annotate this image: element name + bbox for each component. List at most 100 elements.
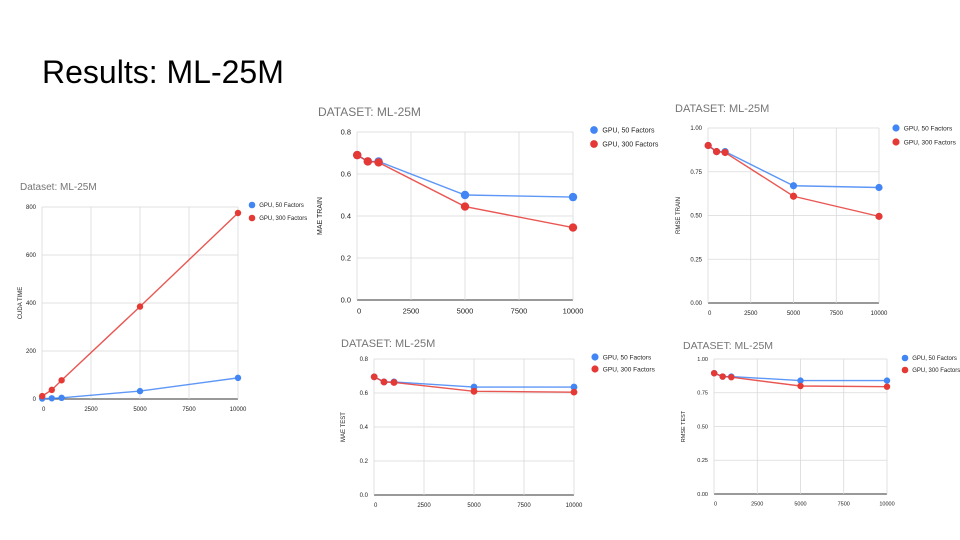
- data-point: [48, 386, 55, 394]
- x-tick-label: 7500: [830, 311, 844, 317]
- x-tick-label: 0: [374, 503, 378, 509]
- x-tick-label: 10000: [566, 503, 583, 509]
- legend-marker: [892, 138, 900, 146]
- y-tick-label: 0.2: [341, 254, 351, 263]
- slide-title: Results: ML-25M: [42, 54, 284, 90]
- data-point: [48, 395, 55, 402]
- y-axis-title: MAE TEST: [341, 412, 347, 442]
- data-point: [568, 192, 578, 202]
- x-tick-label: 5000: [467, 503, 481, 509]
- legend-label: GPU, 300 Factors: [912, 368, 960, 374]
- y-tick-label: 0.25: [690, 257, 702, 263]
- chart-title: DATASET: ML-25M: [675, 103, 769, 115]
- data-point: [704, 141, 712, 150]
- x-tick-label: 2500: [751, 502, 763, 508]
- x-tick-label: 10000: [871, 311, 888, 317]
- x-tick-label: 2500: [744, 311, 758, 317]
- legend-marker: [248, 201, 256, 209]
- chart-panel-cuda-time: Dataset: ML-25M 0 200 400 600 800 0 2500 5000 750…: [0, 170, 310, 430]
- x-tick-label: 5000: [794, 502, 806, 508]
- y-tick-label: 0.25: [697, 458, 708, 464]
- x-tick-label: 7500: [838, 502, 850, 508]
- legend-marker: [591, 353, 599, 361]
- y-axis-title: CUDA TIME: [18, 287, 24, 320]
- x-tick-label: 10000: [879, 502, 894, 508]
- chart-cuda-time: Dataset: ML-25M 0 200 400 600 800 0 2500 5000 750…: [18, 182, 307, 413]
- y-tick-label: 0.4: [360, 425, 369, 431]
- chart-panel-mae-train: DATASET: ML-25M 0.0 0.2 0.4 0.6 0.8 0 2500 5000 7…: [300, 95, 680, 330]
- legend-marker: [590, 126, 598, 134]
- chart-title: DATASET: ML-25M: [318, 105, 421, 119]
- chart-title: DATASET: ML-25M: [341, 338, 435, 350]
- data-point: [712, 148, 721, 156]
- data-point: [58, 394, 65, 401]
- chart-title: Dataset: ML-25M: [20, 182, 97, 193]
- legend-marker: [591, 365, 599, 373]
- y-tick-label: 0.00: [690, 301, 702, 307]
- x-tick-label: 2500: [84, 407, 98, 413]
- y-tick-label: 0.00: [697, 492, 708, 498]
- y-tick-label: 0.8: [341, 128, 351, 137]
- x-tick-label: 5000: [787, 311, 801, 317]
- legend-label: GPU, 50 Factors: [904, 125, 953, 132]
- data-point: [390, 379, 398, 386]
- x-tick-label: 5000: [457, 307, 474, 316]
- y-tick-label: 0.75: [690, 170, 702, 176]
- y-tick-label: 0.6: [341, 170, 351, 179]
- data-point: [719, 373, 726, 380]
- y-tick-label: 0.4: [341, 212, 351, 221]
- legend-marker: [901, 354, 909, 362]
- legend-label: GPU, 300 Factors: [602, 141, 659, 148]
- data-point: [380, 378, 388, 386]
- y-axis-title: RMSE TRAIN: [676, 197, 682, 234]
- data-point: [363, 157, 372, 166]
- x-tick-label: 7500: [511, 307, 528, 316]
- data-point: [568, 223, 578, 232]
- x-tick-label: 7500: [517, 503, 531, 509]
- y-tick-label: 0.0: [360, 493, 369, 499]
- data-point: [460, 190, 470, 200]
- data-point: [470, 387, 478, 395]
- y-tick-label: 800: [26, 205, 37, 211]
- x-tick-label: 10000: [563, 307, 584, 316]
- legend-label: GPU, 50 Factors: [912, 356, 957, 362]
- data-point: [728, 374, 735, 381]
- x-tick-label: 10000: [230, 407, 247, 413]
- data-point: [38, 392, 46, 400]
- x-tick-label: 7500: [182, 407, 196, 413]
- data-point: [234, 374, 242, 382]
- y-tick-label: 0.0: [341, 296, 351, 305]
- data-point: [710, 369, 718, 377]
- x-tick-label: 0: [42, 407, 46, 413]
- y-tick-label: 0.75: [697, 391, 708, 397]
- chart-rmse-train: DATASET: ML-25M 0.00 0.25 0.50 0.75 1.00 0 2500…: [675, 103, 957, 317]
- data-point: [570, 383, 578, 391]
- y-tick-label: 0: [33, 397, 37, 403]
- data-point: [797, 377, 804, 384]
- legend-label: GPU, 50 Factors: [602, 127, 655, 134]
- data-point: [353, 150, 362, 160]
- data-point: [136, 303, 144, 310]
- data-point: [721, 148, 729, 157]
- data-point: [570, 388, 578, 396]
- chart-panel-rmse-test: DATASET: ML-25M 0.00 0.25 0.50 0.75 1.00 0 2500…: [665, 332, 960, 517]
- data-point: [875, 183, 883, 192]
- y-axis-title: MAE TRAIN: [317, 197, 324, 235]
- chart-panel-rmse-train: DATASET: ML-25M 0.00 0.25 0.50 0.75 1.00 0 2500…: [660, 95, 957, 330]
- legend-label: GPU, 50 Factors: [259, 203, 304, 209]
- chart-title: DATASET: ML-25M: [683, 340, 773, 352]
- y-tick-label: 1.00: [697, 357, 708, 363]
- x-tick-label: 0: [714, 502, 717, 508]
- legend-label: GPU, 300 Factors: [603, 366, 656, 373]
- data-point: [883, 383, 891, 390]
- legend-label: GPU, 300 Factors: [259, 216, 307, 222]
- legend-label: GPU, 300 Factors: [904, 139, 957, 146]
- y-tick-label: 200: [26, 349, 37, 355]
- data-point: [789, 192, 798, 200]
- data-point: [58, 377, 65, 384]
- legend-marker: [901, 366, 909, 374]
- y-tick-label: 600: [26, 253, 37, 259]
- data-point: [136, 387, 144, 395]
- chart-rmse-test: DATASET: ML-25M 0.00 0.25 0.50 0.75 1.00 0 2500…: [681, 340, 960, 508]
- x-tick-label: 0: [357, 307, 361, 316]
